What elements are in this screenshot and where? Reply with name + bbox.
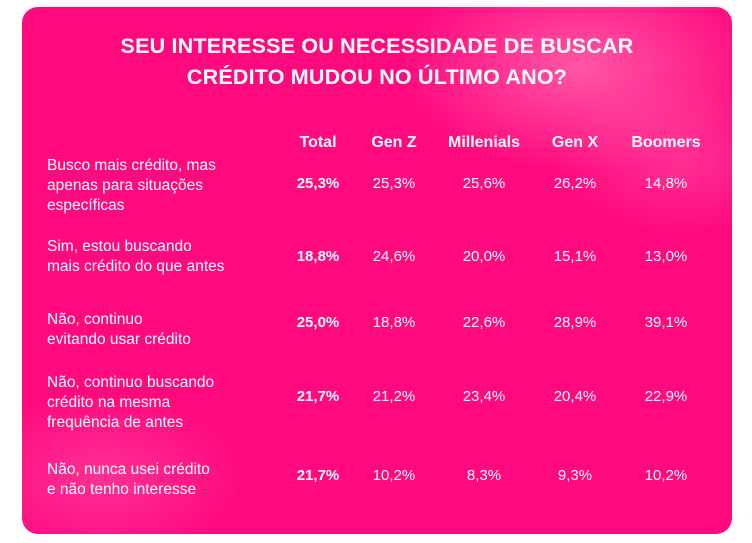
table-cell-boomers: 13,0% <box>644 248 688 265</box>
table-cell-total: 18,8% <box>296 248 340 265</box>
row-label-line: frequência de antes <box>47 414 184 431</box>
table-cell-gen-z: 24,6% <box>372 248 416 265</box>
row-label-line: Sim, estou buscando <box>47 238 192 255</box>
chart-title-line-1: SEU INTERESSE OU NECESSIDADE DE BUSCAR <box>120 34 634 58</box>
table-cell-total: 25,3% <box>296 175 340 192</box>
table-cell-gen-x: 28,9% <box>553 314 597 331</box>
table-cell-gen-x: 15,1% <box>553 248 597 265</box>
table-cell-gen-x: 20,4% <box>553 388 597 405</box>
table-cell-boomers: 10,2% <box>644 467 688 484</box>
table-cell-millenials: 25,6% <box>462 175 506 192</box>
chart-title-line-2: CRÉDITO MUDOU NO ÚLTIMO ANO? <box>186 65 568 89</box>
row-label-line: específicas <box>47 197 125 214</box>
table-cell-total: 21,7% <box>296 388 340 405</box>
table-cell-boomers: 22,9% <box>644 388 688 405</box>
chart-card: SEU INTERESSE OU NECESSIDADE DE BUSCAR C… <box>22 7 732 534</box>
row-label-line: Não, continuo buscando <box>47 374 215 391</box>
row-label: Não, continuo buscando crédito na mesma fr… <box>47 373 277 433</box>
table-cell-gen-x: 26,2% <box>553 175 597 192</box>
column-header-millenials: Millenials <box>447 134 521 151</box>
table-cell-boomers: 14,8% <box>644 175 688 192</box>
row-label-line: Não, nunca usei crédito <box>47 461 210 478</box>
column-header-gen-z: Gen Z <box>371 134 417 151</box>
table-cell-millenials: 20,0% <box>462 248 506 265</box>
table-cell-gen-z: 18,8% <box>372 314 416 331</box>
table-cell-gen-z: 25,3% <box>372 175 416 192</box>
row-label-line: evitando usar crédito <box>47 331 191 348</box>
table-cell-millenials: 22,6% <box>462 314 506 331</box>
row-label: Sim, estou buscando mais crédito do que a… <box>47 237 277 277</box>
row-label-line: e não tenho interesse <box>47 481 197 498</box>
row-label: Não, nunca usei crédito e não tenho inter… <box>47 460 277 500</box>
column-header-total: Total <box>299 134 337 151</box>
column-header-boomers: Boomers <box>631 134 701 151</box>
table-cell-millenials: 23,4% <box>462 388 506 405</box>
table-cell-total: 25,0% <box>296 314 340 331</box>
row-label: Busco mais crédito, mas apenas para situa… <box>47 156 277 216</box>
table-cell-millenials: 8,3% <box>466 467 502 484</box>
row-label-line: mais crédito do que antes <box>47 258 225 275</box>
row-label-line: Busco mais crédito, mas <box>47 157 216 174</box>
table-cell-boomers: 39,1% <box>644 314 688 331</box>
table-cell-total: 21,7% <box>296 467 340 484</box>
table-cell-gen-z: 10,2% <box>372 467 416 484</box>
column-header-gen-x: Gen X <box>551 134 599 151</box>
table-cell-gen-x: 9,3% <box>557 467 593 484</box>
row-label-line: apenas para situações <box>47 177 203 194</box>
table-cell-gen-z: 21,2% <box>372 388 416 405</box>
row-label-line: crédito na mesma <box>47 394 171 411</box>
row-label-line: Não, continuo <box>47 311 143 328</box>
row-label: Não, continuo evitando usar crédito <box>47 310 277 350</box>
